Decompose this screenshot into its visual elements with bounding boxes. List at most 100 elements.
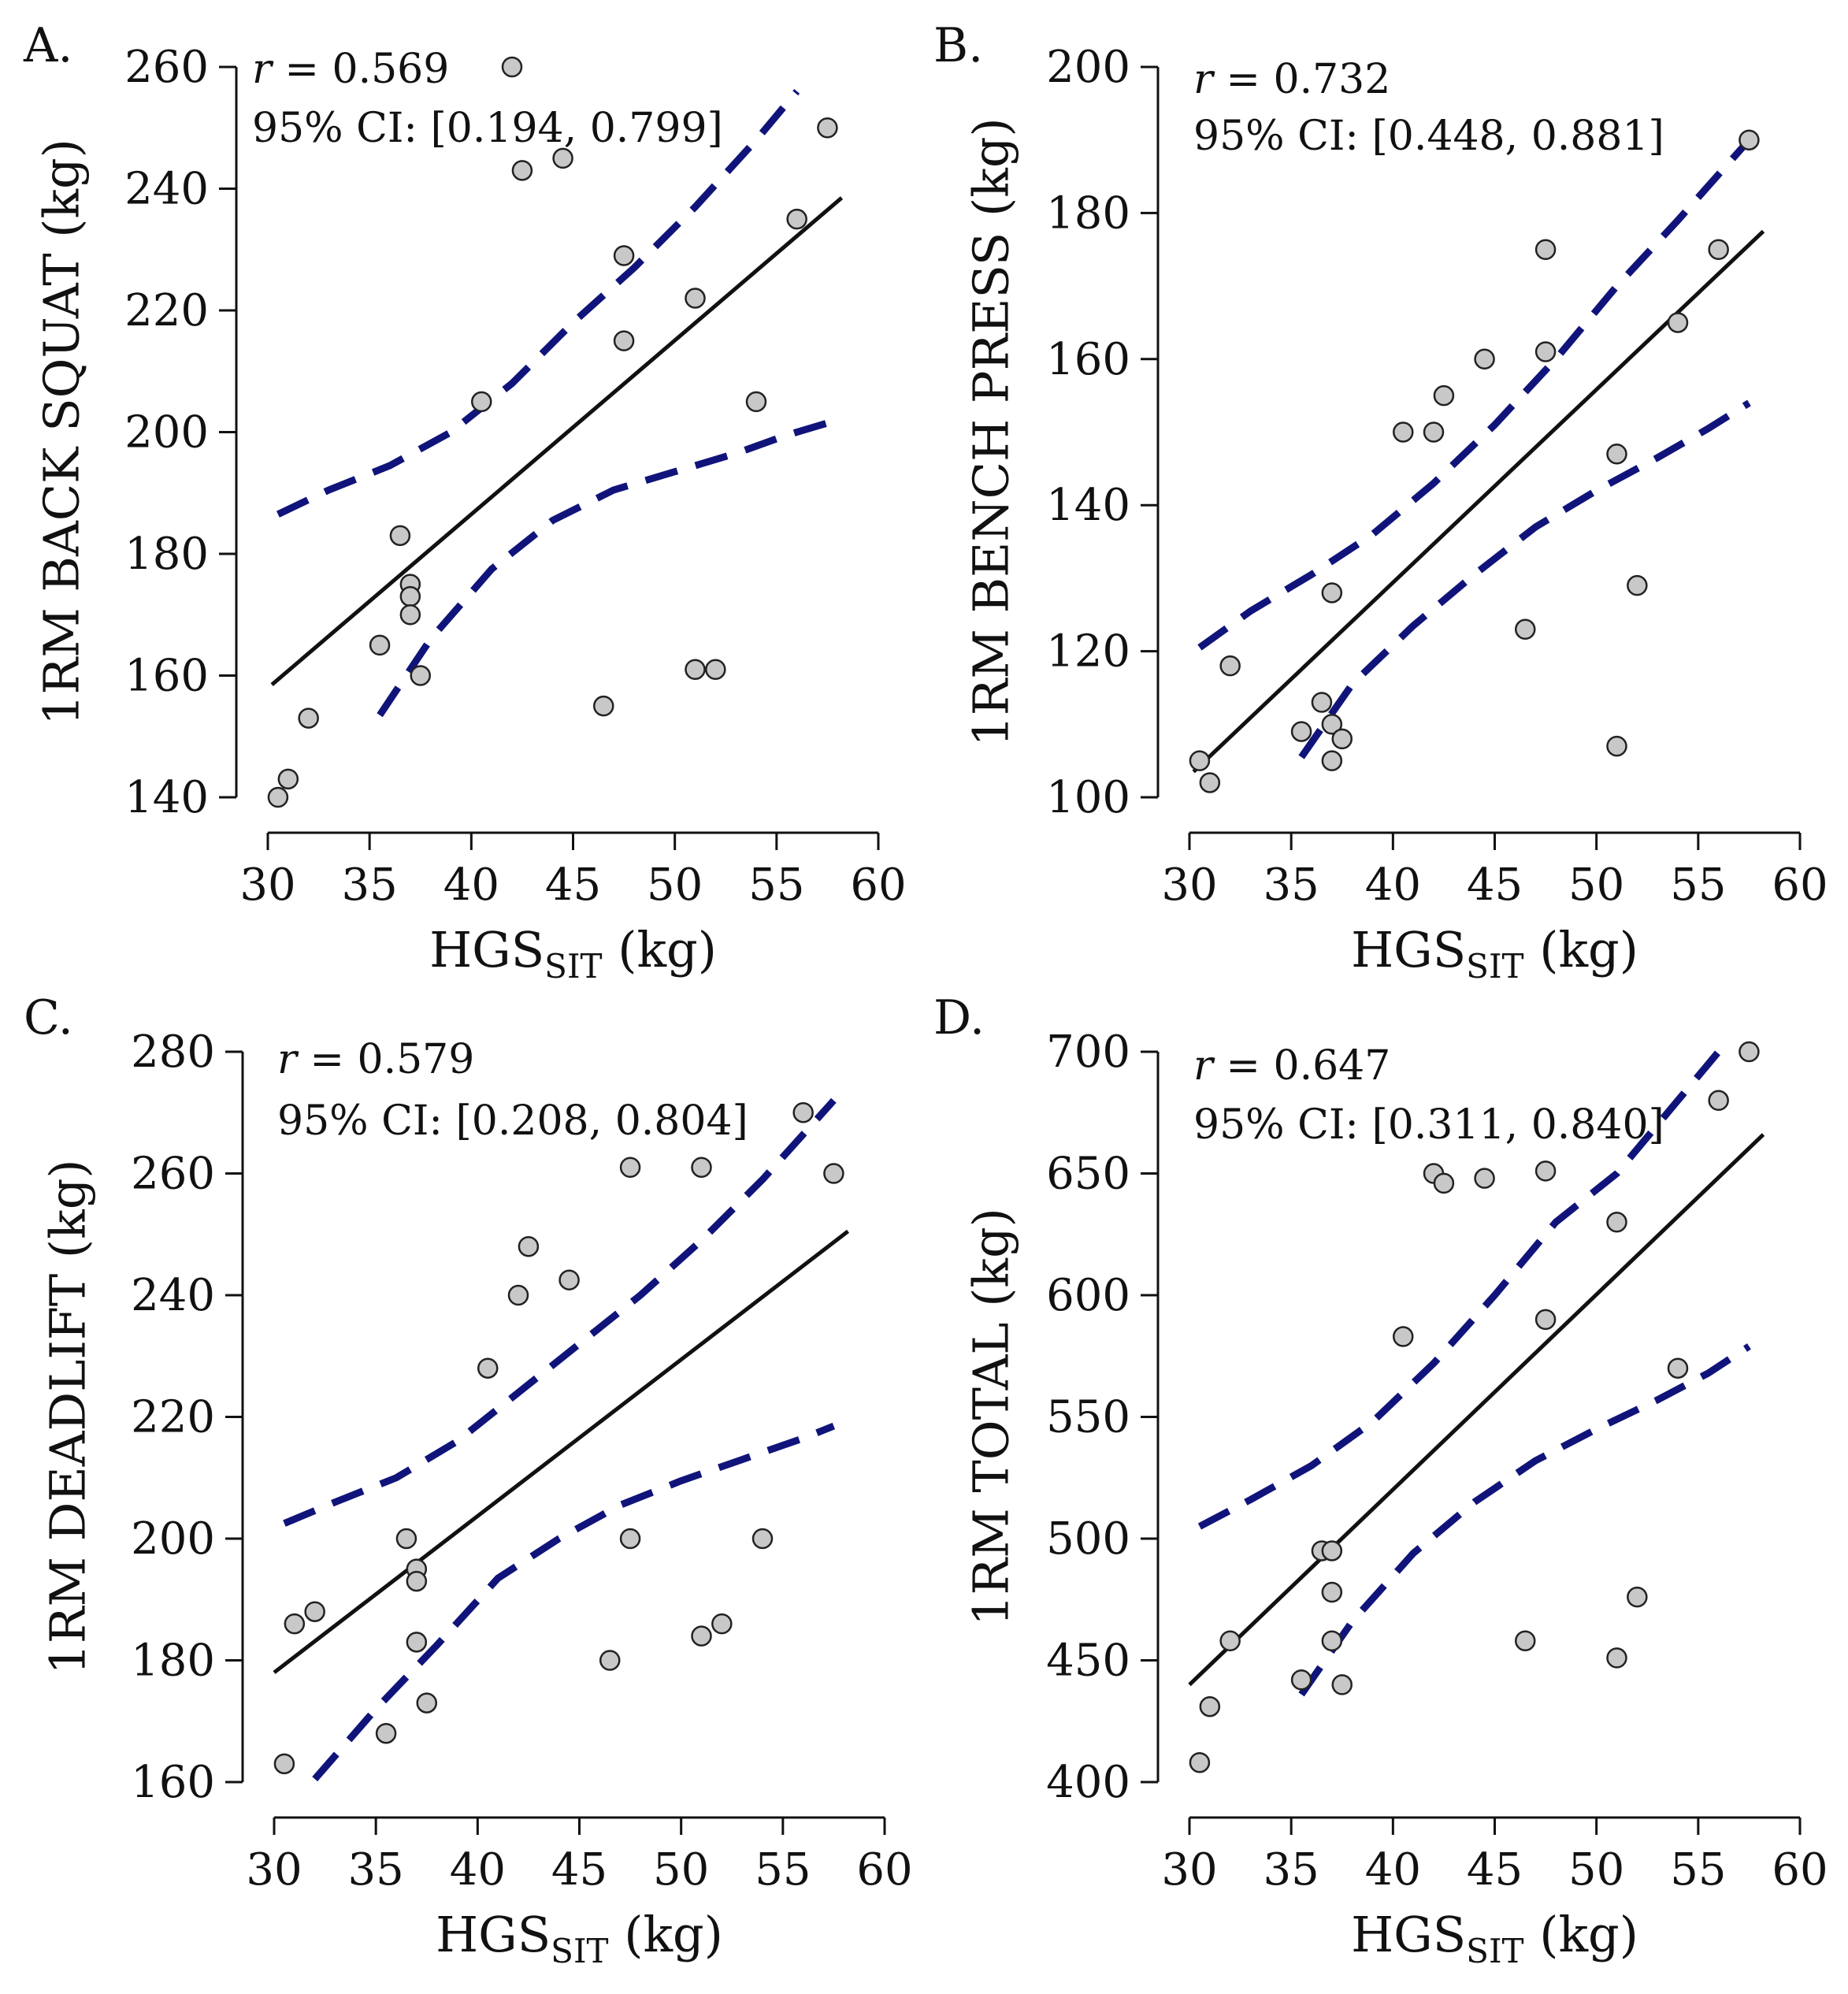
data-point [399,585,421,607]
data-point [410,665,431,686]
correlation-symbol: r [252,46,274,93]
x-tick-label: 40 [1365,860,1421,911]
ci-upper-curve [283,1097,837,1527]
x-tick-label: 40 [443,860,499,911]
x-tick-label: 45 [551,1844,607,1896]
x-tick-label: 60 [1772,1844,1828,1896]
panel-c: C. 160 180 200 220 240 260 280 30 35 40 45 50 55 60 HGS… [24,990,913,1970]
ci-annotation: 95% CI: [0.448, 0.881] [1193,113,1664,160]
data-point [399,604,421,626]
panel-letter: B. [933,18,983,73]
data-point [1627,574,1648,596]
data-point [1393,421,1414,443]
y-tick-label: 700 [1046,1027,1130,1078]
correlation-value: = 0.569 [272,46,450,93]
data-point [1667,312,1689,333]
ci-lower-curve [312,1422,836,1782]
ci-lower-curve [1298,399,1751,759]
correlation-symbol: r [1193,1042,1215,1090]
x-tick-label: 55 [1670,1844,1726,1896]
y-tick-label: 140 [1046,480,1130,531]
panel-b: B. 100 120 140 160 180 200 30 35 40 45 50 55 60 HGSSIT… [933,18,1828,986]
y-tick-label: 650 [1046,1149,1130,1200]
x-tick-label: 50 [653,1844,709,1896]
x-axis-label-subscript: SIT [1466,947,1523,986]
x-tick-label: 35 [342,860,398,911]
ci-lower-curve [1298,1343,1751,1697]
data-point [1606,444,1627,465]
data-point [1199,772,1221,793]
data-point [1423,421,1445,443]
y-tick-label: 280 [131,1027,215,1078]
data-point [298,707,319,729]
y-tick-label: 500 [1046,1513,1130,1565]
data-point [1739,1041,1760,1063]
data-point [1219,1630,1241,1652]
y-axis-label: 1RM BENCH PRESS (kg) [963,117,1020,746]
data-point [1331,1674,1353,1695]
y-tick-label: 550 [1046,1392,1130,1443]
ci-lower-curve [377,419,829,718]
x-axis-label-subscript: SIT [544,947,602,986]
data-point [1515,618,1536,641]
panel-letter: D. [933,990,985,1045]
data-point [416,1692,437,1714]
x-axis-label: HGSSIT (kg) [429,921,717,986]
data-point [471,391,492,413]
x-axis-label-unit: (kg) [603,921,717,978]
x-tick-label: 40 [450,1844,506,1896]
data-point [1708,1090,1729,1112]
data-point [619,1157,641,1179]
x-axis-label-main: HGS [436,1906,551,1963]
x-tick-label: 60 [856,1844,912,1896]
data-point [375,1722,397,1744]
data-point [501,56,523,78]
regression-line [273,1229,850,1674]
x-tick-label: 55 [755,1844,811,1896]
data-point [1534,1160,1557,1182]
data-point [406,1632,428,1653]
correlation-annotation: r = 0.647 [1193,1042,1390,1090]
data-point [751,1528,774,1550]
x-tick-label: 55 [1670,860,1726,911]
ci-annotation: 95% CI: [0.194, 0.799] [252,105,723,152]
data-point [705,659,726,681]
x-tick-label: 60 [850,860,906,911]
y-axis-label: 1RM TOTAL (kg) [963,1208,1020,1626]
data-point [1290,1669,1312,1691]
x-axis-label-main: HGS [1351,1906,1466,1963]
data-point [1189,1752,1211,1773]
y-axis-label: 1RM DEADLIFT (kg) [39,1159,97,1674]
x-tick-label: 30 [246,1844,302,1896]
y-tick-label: 600 [1046,1270,1130,1321]
y-tick-label: 220 [131,1392,215,1443]
data-point [593,695,614,717]
data-point [1606,735,1627,757]
data-point [1474,1168,1495,1189]
data-point [599,1650,621,1671]
data-point [1667,1357,1689,1379]
x-tick-label: 45 [1467,1844,1523,1896]
panel-letter: A. [23,18,72,73]
x-tick-label: 40 [1365,1844,1421,1896]
x-tick-label: 45 [545,860,601,911]
data-point [786,208,807,230]
x-tick-label: 30 [1161,1844,1217,1896]
correlation-value: = 0.647 [1213,1042,1391,1090]
x-tick-label: 35 [1264,860,1319,911]
x-tick-label: 50 [1568,1844,1624,1896]
data-point [1433,1172,1455,1194]
x-axis-label-subscript: SIT [1466,1932,1523,1970]
ci-upper-curve [1197,1049,1722,1530]
data-point [1219,655,1241,677]
y-tick-label: 160 [131,1757,215,1808]
data-point [1474,348,1495,370]
x-tick-label: 50 [1568,860,1624,911]
y-tick-label: 180 [1046,188,1130,239]
data-point [1321,750,1343,771]
x-tick-label: 30 [1161,860,1217,911]
x-tick-label: 45 [1467,860,1523,911]
x-axis-label: HGSSIT (kg) [436,1906,723,1970]
data-point [1433,384,1455,407]
data-point [1515,1630,1536,1652]
